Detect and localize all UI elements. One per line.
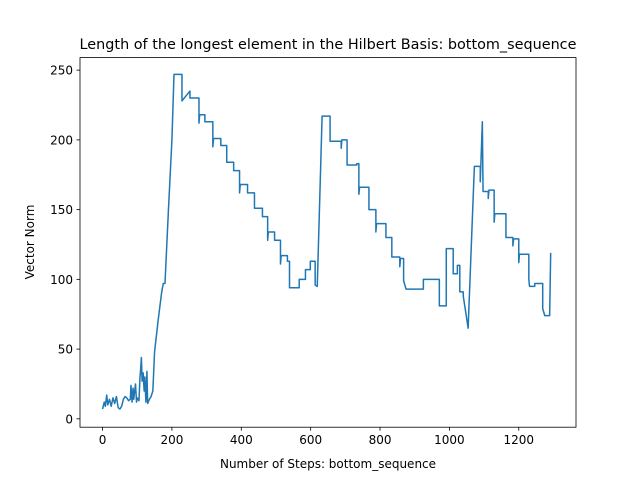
x-tick-label: 400 [230,433,253,447]
data-line [101,73,552,410]
x-tick-label: 0 [99,433,107,447]
y-tick-label: 100 [50,273,73,287]
y-tick-label: 200 [50,133,73,147]
y-tick-label: 250 [50,64,73,78]
plot-area: 0 200 400 600 800 1000 1200 0 50 100 150 200 250 [50,64,552,447]
chart-title: Length of the longest element in the Hil… [80,37,577,53]
y-tick-label: 0 [65,412,73,426]
axes-frame [79,57,577,428]
x-tick-label: 800 [369,433,392,447]
x-tick-label: 1200 [503,433,534,447]
x-tick-label: 1000 [434,433,465,447]
x-tick-label: 200 [160,433,183,447]
x-axis-label: Number of Steps: bottom_sequence [220,457,436,471]
y-tick-label: 50 [58,343,73,357]
y-axis-label: Vector Norm [23,205,37,280]
y-tick-label: 150 [50,203,73,217]
x-tick-label: 600 [299,433,322,447]
